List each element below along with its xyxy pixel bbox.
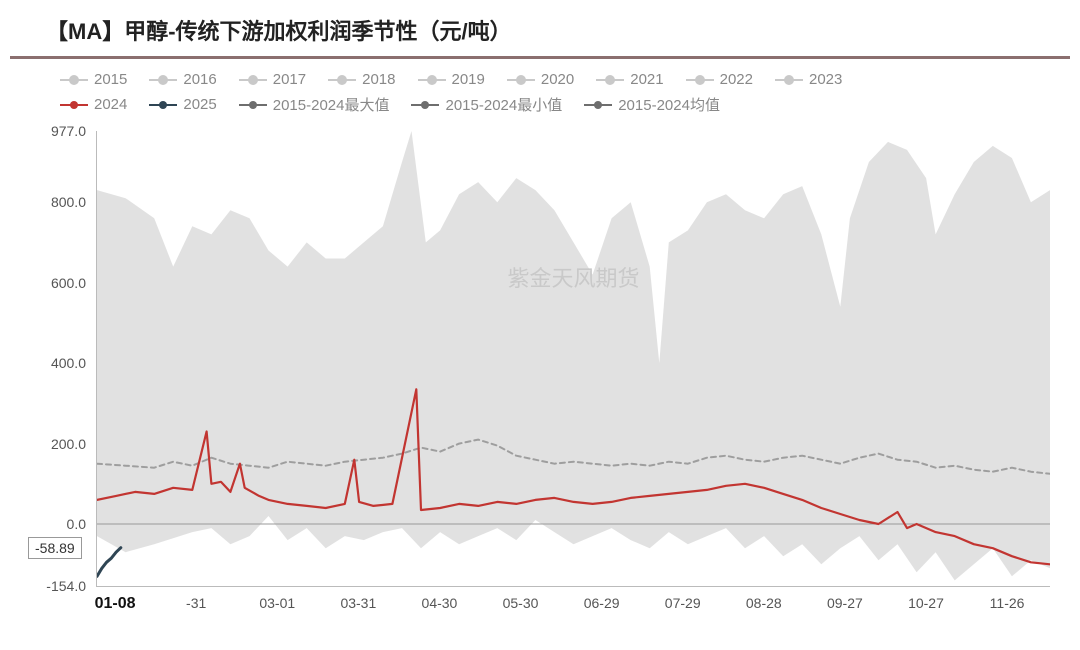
chart-area: -58.89 977.0800.0600.0400.0200.00.0-154.… [24,131,1056,621]
legend-item[interactable]: 2015-2024均值 [584,94,720,115]
y-tick-label: 800.0 [51,194,86,210]
x-tick-label: 08-28 [746,595,782,611]
legend-item[interactable]: 2025 [149,96,216,113]
x-tick-label: 03-31 [340,595,376,611]
legend-label: 2017 [273,71,306,88]
x-tick-label: 07-29 [665,595,701,611]
legend-item[interactable]: 2020 [507,71,574,88]
y-tick-label: -154.0 [46,578,86,594]
legend-item[interactable]: 2018 [328,71,395,88]
legend-item[interactable]: 2021 [596,71,663,88]
legend-label: 2020 [541,71,574,88]
y-tick-label: 977.0 [51,123,86,139]
x-tick-label: 10-27 [908,595,944,611]
x-tick-label: 11-26 [990,595,1025,611]
legend-row-1: 2015 2016 2017 2018 2019 2020 2021 2022 2023 [60,71,1044,88]
legend-label: 2018 [362,71,395,88]
current-value-badge: -58.89 [28,537,82,559]
x-tick-label: 04-30 [422,595,458,611]
legend-label: 2023 [809,71,842,88]
legend-label: 2015-2024最小值 [445,94,562,115]
legend: 2015 2016 2017 2018 2019 2020 2021 2022 2023 202… [0,65,1080,125]
x-tick-label: 09-27 [827,595,863,611]
legend-row-2: 2024 2025 2015-2024最大值 2015-2024最小值 2015-202… [60,94,1044,115]
x-tick-label: -31 [186,595,206,611]
y-tick-label: 600.0 [51,275,86,291]
legend-item[interactable]: 2023 [775,71,842,88]
legend-label: 2024 [94,96,127,113]
legend-item[interactable]: 2015 [60,71,127,88]
chart-title: 【MA】甲醇-传统下游加权利润季节性（元/吨） [46,14,1070,46]
legend-label: 2015 [94,71,127,88]
y-tick-label: 400.0 [51,355,86,371]
legend-label: 2019 [452,71,485,88]
legend-label: 2021 [630,71,663,88]
x-tick-label: 06-29 [584,595,620,611]
chart-title-bar: 【MA】甲醇-传统下游加权利润季节性（元/吨） [10,0,1070,59]
legend-item[interactable]: 2024 [60,96,127,113]
legend-item[interactable]: 2015-2024最大值 [239,94,390,115]
x-tick-label: 01-08 [95,595,136,613]
legend-item[interactable]: 2015-2024最小值 [411,94,562,115]
legend-label: 2022 [720,71,753,88]
x-axis: 01-08 -31 03-01 03-31 04-30 05-30 06-29 07-29 08… [96,591,1050,621]
legend-item[interactable]: 2017 [239,71,306,88]
legend-label: 2016 [183,71,216,88]
legend-item[interactable]: 2019 [418,71,485,88]
plot-region: 紫金天风期货 [96,131,1050,587]
y-tick-label: 0.0 [67,516,86,532]
y-tick-label: 200.0 [51,436,86,452]
chart-svg [97,131,1050,586]
legend-label: 2015-2024均值 [618,94,720,115]
legend-label: 2025 [183,96,216,113]
legend-label: 2015-2024最大值 [273,94,390,115]
legend-item[interactable]: 2016 [149,71,216,88]
badge-value: -58.89 [35,540,75,556]
legend-item[interactable]: 2022 [686,71,753,88]
x-tick-label: 03-01 [259,595,295,611]
y-axis: -58.89 977.0800.0600.0400.0200.00.0-154.… [24,131,94,587]
x-tick-label: 05-30 [503,595,539,611]
